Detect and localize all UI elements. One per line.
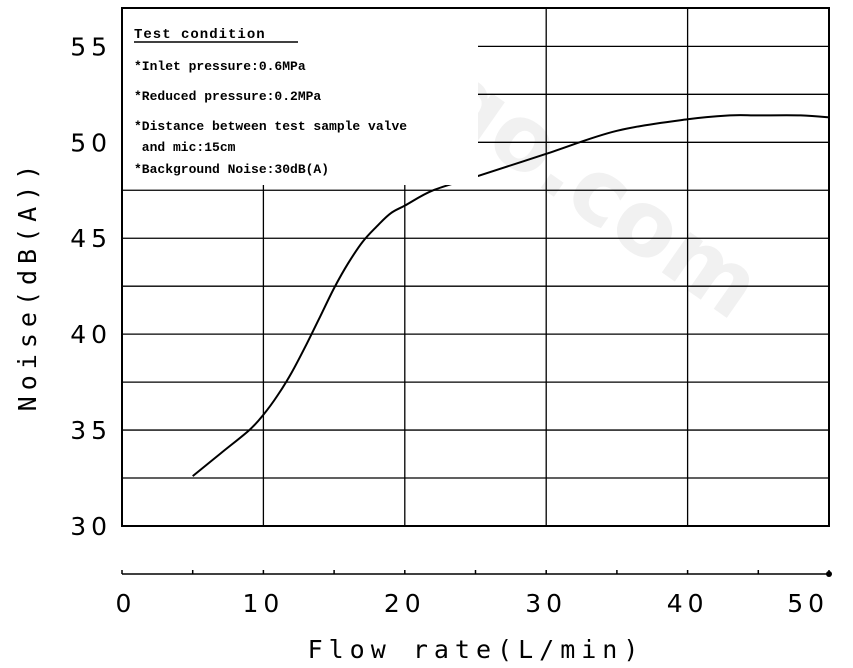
annotation-line-4: and mic:15cm [134,140,236,155]
x-tick-label: 40 [667,589,709,618]
x-tick-label: 20 [384,589,426,618]
y-axis-title: Noise(dB(A)) [13,159,42,412]
y-tick-label: 30 [70,512,112,541]
annotation-background [123,9,478,185]
y-tick-label: 40 [70,320,112,349]
annotation-line-2: *Reduced pressure:0.2MPa [134,89,321,104]
x-tick-label: 50 [787,589,829,618]
annotation-line-5: *Background Noise:30dB(A) [134,162,329,177]
x-tick-label: 0 [116,589,137,618]
y-tick-label: 55 [70,32,112,61]
noise-curve [192,114,830,477]
x-tick-label: 10 [242,589,284,618]
annotation-title: Test condition [134,27,266,43]
x-axis: 0 10 20 30 40 50 [116,570,832,618]
y-tick-labels: 30 35 40 45 50 55 [70,32,112,541]
y-tick-label: 50 [70,128,112,157]
x-tick-label: 30 [525,589,567,618]
test-condition-box: Test condition *Inlet pressure:0.6MPa *R… [123,9,478,185]
y-tick-label: 35 [70,416,112,445]
plot-frame [121,7,830,527]
y-tick-label: 45 [70,224,112,253]
x-axis-title: Flow rate(L/min) [308,635,645,664]
annotation-line-3: *Distance between test sample valve [134,119,407,134]
x-axis-end-marker [826,571,832,577]
annotation-line-1: *Inlet pressure:0.6MPa [134,59,306,74]
